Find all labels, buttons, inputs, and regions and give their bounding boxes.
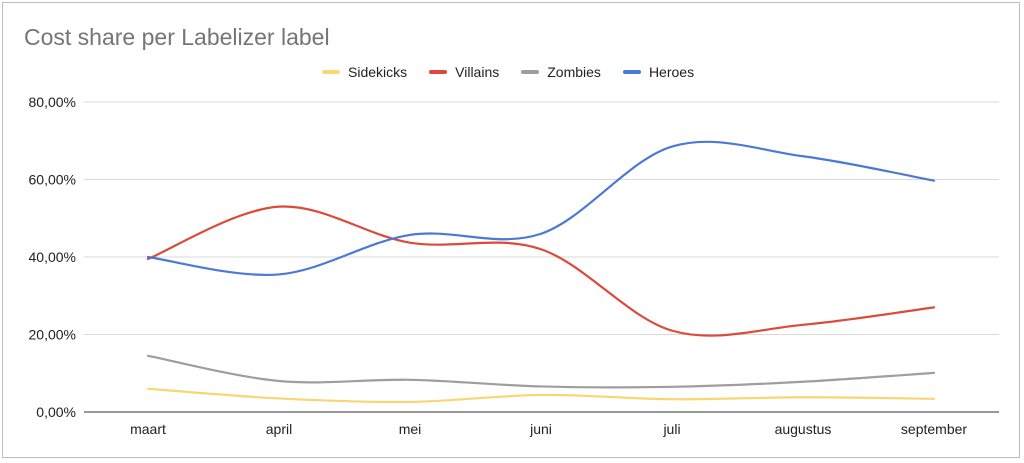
x-tick-label: juni <box>529 421 552 437</box>
series-line-sidekicks <box>146 387 936 404</box>
legend-swatch <box>521 70 540 74</box>
legend-item-sidekicks: Sidekicks <box>322 64 407 80</box>
y-tick-label: 0,00% <box>36 404 76 420</box>
legend-swatch <box>622 70 641 74</box>
legend-swatch <box>429 70 448 74</box>
x-tick-label: maart <box>130 421 166 437</box>
chart-legend: Sidekicks Villains Zombies Heroes <box>322 62 716 82</box>
legend-item-heroes: Heroes <box>622 64 695 80</box>
legend-item-zombies: Zombies <box>521 64 601 80</box>
legend-label: Villains <box>455 64 500 80</box>
x-tick-label: augustus <box>775 421 832 437</box>
legend-label: Heroes <box>648 64 695 80</box>
legend-item-villains: Villains <box>429 64 499 80</box>
legend-swatch <box>322 70 340 74</box>
legend-label: Zombies <box>547 64 601 80</box>
y-tick-label: 60,00% <box>29 172 76 188</box>
x-tick-label: mei <box>399 421 422 437</box>
chart-title: Cost share per Labelizer label <box>24 24 330 50</box>
y-tick-label: 40,00% <box>29 249 76 265</box>
x-tick-label: juli <box>662 421 680 437</box>
x-tick-label: april <box>266 421 292 437</box>
series-line-zombies <box>146 354 936 389</box>
series-line-villains <box>146 205 936 337</box>
series-line-heroes <box>146 140 936 277</box>
y-tick-label: 20,00% <box>29 327 76 343</box>
legend-label: Sidekicks <box>348 64 408 80</box>
y-tick-label: 80,00% <box>29 94 76 110</box>
x-tick-label: september <box>901 421 967 437</box>
chart-frame <box>2 2 1020 458</box>
